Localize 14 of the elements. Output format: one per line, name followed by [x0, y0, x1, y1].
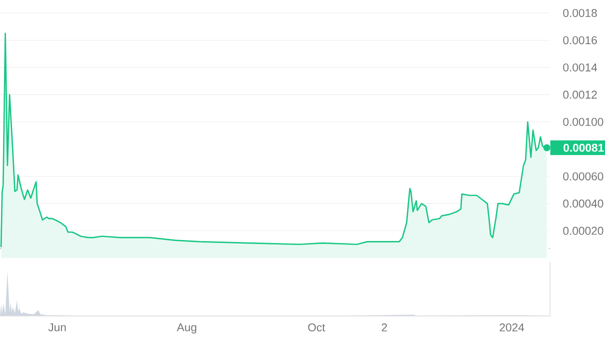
x-tick-label: 2024	[500, 323, 524, 332]
y-tick-label: 0.00020	[563, 226, 604, 235]
y-tick-label: 0.0012	[563, 90, 597, 99]
y-tick-label: 0.0016	[563, 36, 597, 44]
y-tick-label: 0.00100	[563, 118, 604, 126]
y-tick-label: 0.0014	[563, 63, 598, 72]
annotation: 0.00081	[564, 144, 604, 152]
y-tick-label: 0.00040	[563, 200, 604, 208]
x-tick-label: Aug	[176, 323, 196, 334]
x-tick-label: 2	[382, 323, 387, 332]
x-tick-label: Oct	[308, 323, 326, 332]
y-tick-label: 0.0018	[563, 9, 597, 18]
y-tick-label: 0.00060	[563, 172, 604, 180]
x-tick-label: Jun	[48, 323, 66, 332]
